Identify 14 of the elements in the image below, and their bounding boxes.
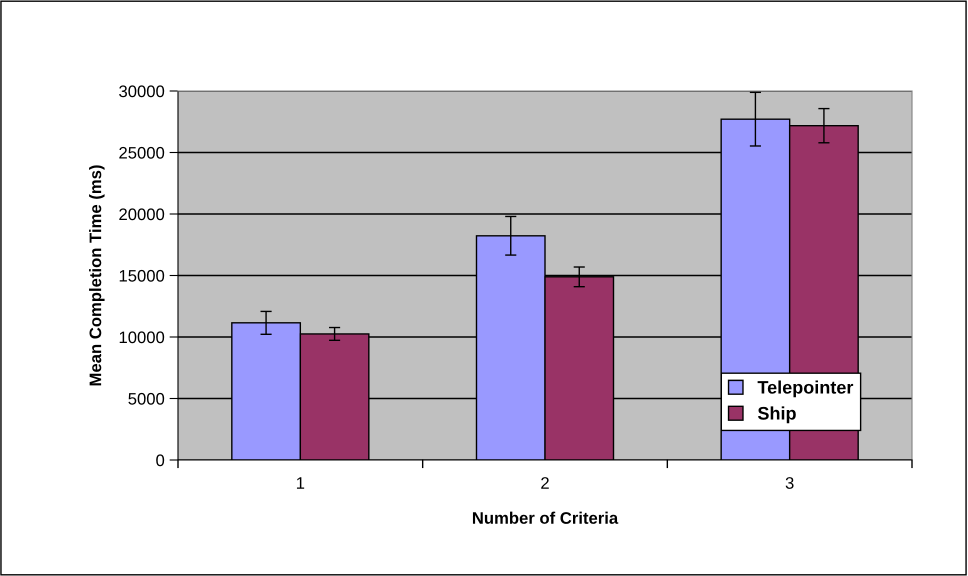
x-tick-label: 1: [296, 477, 304, 489]
y-tick-label: 0: [156, 454, 164, 466]
legend-label: Telepointer: [758, 380, 854, 398]
y-axis-title: Mean Completion Time (ms): [89, 165, 105, 386]
y-tick-label: 5000: [128, 392, 164, 405]
x-tick-label: 3: [786, 477, 794, 489]
y-tick-label: 30000: [119, 85, 164, 98]
y-tick-label: 10000: [120, 331, 164, 344]
x-axis-title: Number of Criteria: [472, 512, 618, 524]
x-tick-label: 2: [541, 477, 549, 489]
y-tick-label: 25000: [119, 146, 164, 159]
y-tick-label: 15000: [120, 270, 164, 282]
legend-label: Ship: [758, 406, 796, 424]
y-tick-label: 20000: [119, 208, 164, 220]
